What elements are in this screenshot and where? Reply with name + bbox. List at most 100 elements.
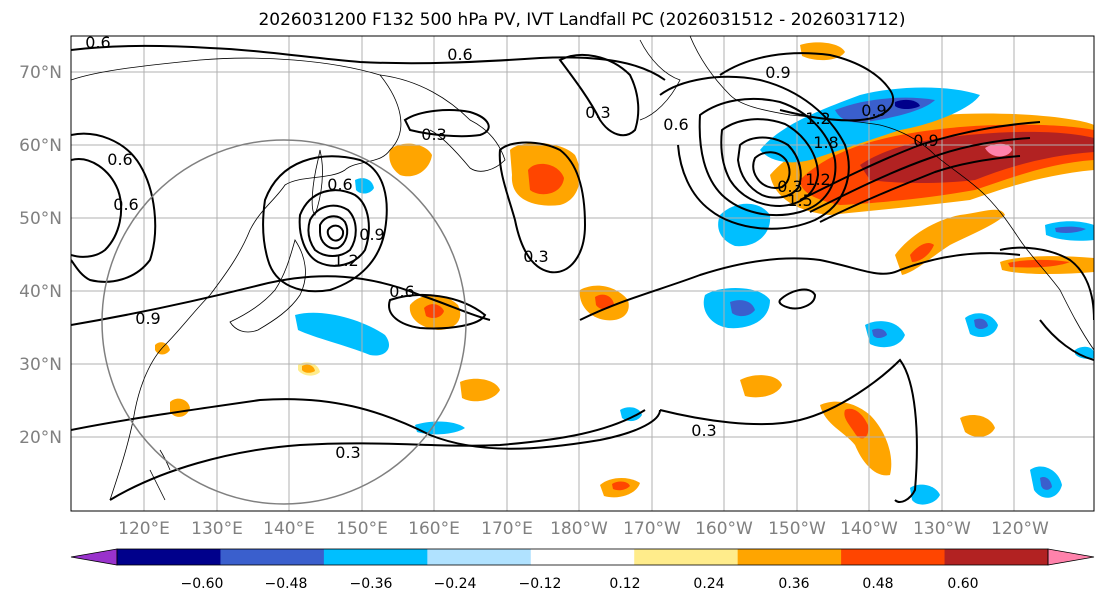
pv-contour-trough-3 [720,118,820,208]
colorbar-tick-label: 0.12 [609,576,640,592]
landfall-region-circle [101,139,467,505]
contour-label: 0.9 [359,225,384,244]
contour-label: 0.9 [765,63,790,82]
contour-label: 1.2 [805,109,830,128]
colorbar-tick-labels: −0.60 −0.48 −0.36 −0.24 −0.12 0.12 0.24 … [181,576,979,592]
pv-contour-0.3-kamchatka [498,141,587,274]
ivt-negative-okhotsk [355,178,374,194]
latitude-labels: 70°N 60°N 50°N 40°N 30°N 20°N [19,63,62,448]
ivt-negative-us-west-core [1055,226,1086,233]
pv-contour-mexico [1039,319,1094,361]
pv-contour-1.5-low [319,215,349,250]
coastline-sakhalin [311,149,323,216]
colorbar-frame [116,548,1049,566]
colorbar-tick-label: 0.24 [693,576,724,592]
ivt-positive-subtrop [460,378,500,402]
colorbar-extend-low [70,548,118,566]
lon-label: 160°E [408,519,460,539]
ivt-negative-south-east [910,484,940,505]
colorbar-cell [841,549,946,565]
pv-contour-0.3-okhotsk [403,109,490,138]
colorbar-tick-label: −0.12 [519,576,562,592]
colorbar-cell [530,549,635,565]
pv-contour-0.6-japan [71,275,491,326]
colorbar-tick-label: 0.48 [862,576,893,592]
coastline-bering [639,39,681,121]
ivt-positive-japan-south-core [302,364,315,373]
lon-label: 130°E [191,519,243,539]
contour-label: 0.3 [335,443,360,462]
lat-label: 20°N [19,428,62,448]
lon-label: 120°W [991,519,1049,539]
colorbar-cell [323,549,428,565]
lon-label: 180°W [550,519,608,539]
contour-label: 0.3 [523,247,548,266]
longitude-labels: 120°E 130°E 140°E 150°E 160°E 170°E 180°… [118,519,1049,539]
ivt-negative-japan-east [295,312,390,356]
ivt-positive-okhotsk [389,143,432,177]
pv-contour-jet-2 [809,137,1031,213]
lon-label: 140°E [263,519,315,539]
pv-contour-jet-1 [799,121,1041,201]
contour-label: 0.9 [135,309,160,328]
ivt-positive-hawaii [820,401,892,476]
contour-label: 0.3 [421,125,446,144]
contour-label: 0.6 [85,33,110,52]
ivt-negative-hawaii-west [620,407,642,422]
pv-contour-ridge [579,252,1021,321]
pv-contour-small-loop [778,288,817,310]
colorbar-tick-label: −0.24 [434,576,477,592]
map-frame [70,35,1095,512]
lon-label: 150°E [336,519,388,539]
chart-title: 2026031200 F132 500 hPa PV, IVT Landfall… [258,10,905,30]
pv-contour-1.8-low [326,224,345,242]
lon-label: 170°E [481,519,533,539]
pv-contour-jet-3 [819,155,1021,223]
colorbar-cell [117,549,221,565]
pv-contour-0.9-low [298,189,370,267]
colorbar-cells [70,548,1095,566]
pv-contour-1.2-low [307,204,357,257]
colorbar-extend-high [1047,548,1095,566]
colorbar-tick-label: 0.60 [947,576,978,592]
colorbar: −0.60 −0.48 −0.36 −0.24 −0.12 0.12 0.24 … [70,548,1095,592]
ivt-negative-california-off-core [974,318,988,329]
ivt-positive-east-pac [960,415,995,437]
coastline-asia [71,57,402,501]
pv-contour-0.9-west [71,158,123,258]
contour-label: 0.9 [861,101,886,120]
ivt-positive-hawaii-north [740,375,782,398]
lon-label: 140°W [840,519,898,539]
pv-contour-trough-4 [736,136,802,199]
contour-label: 0.9 [913,131,938,150]
pv-contour-trough-outer [659,75,850,230]
pv-contour-0.6-top [71,44,666,81]
pv-contour-0.3-pacific [109,409,646,501]
ivt-positive-south-pac-core [612,481,630,491]
colorbar-cell [944,549,1049,565]
coastline-kamchatka [379,74,506,172]
lon-label: 150°W [768,519,826,539]
lat-label: 60°N [19,136,62,156]
ivt-positive-mid-pac-core [595,294,614,310]
contour-label: 0.6 [447,45,472,64]
ivt-positive-gulf-peak [985,143,1012,157]
contour-label: 0.3 [691,421,716,440]
colorbar-tick-label: −0.36 [350,576,393,592]
ivt-negative-alaska-max [895,99,920,109]
pv-contour-east-loop [999,246,1094,321]
ivt-positive-bc [895,209,1005,275]
contour-label: 0.6 [389,282,414,301]
lat-label: 50°N [19,209,62,229]
pv-contour-0.9-alaska [719,52,895,122]
pv-contour-trough-2 [698,97,837,217]
contour-label: 0.3 [777,177,802,196]
colorbar-cell [220,549,325,565]
contour-label: 0.6 [663,115,688,134]
colorbar-tick-label: −0.60 [181,576,224,592]
lon-label: 130°W [913,519,971,539]
contour-label: 1.5 [787,191,812,210]
contour-label: 1.8 [813,133,838,152]
lon-label: 160°W [695,519,753,539]
